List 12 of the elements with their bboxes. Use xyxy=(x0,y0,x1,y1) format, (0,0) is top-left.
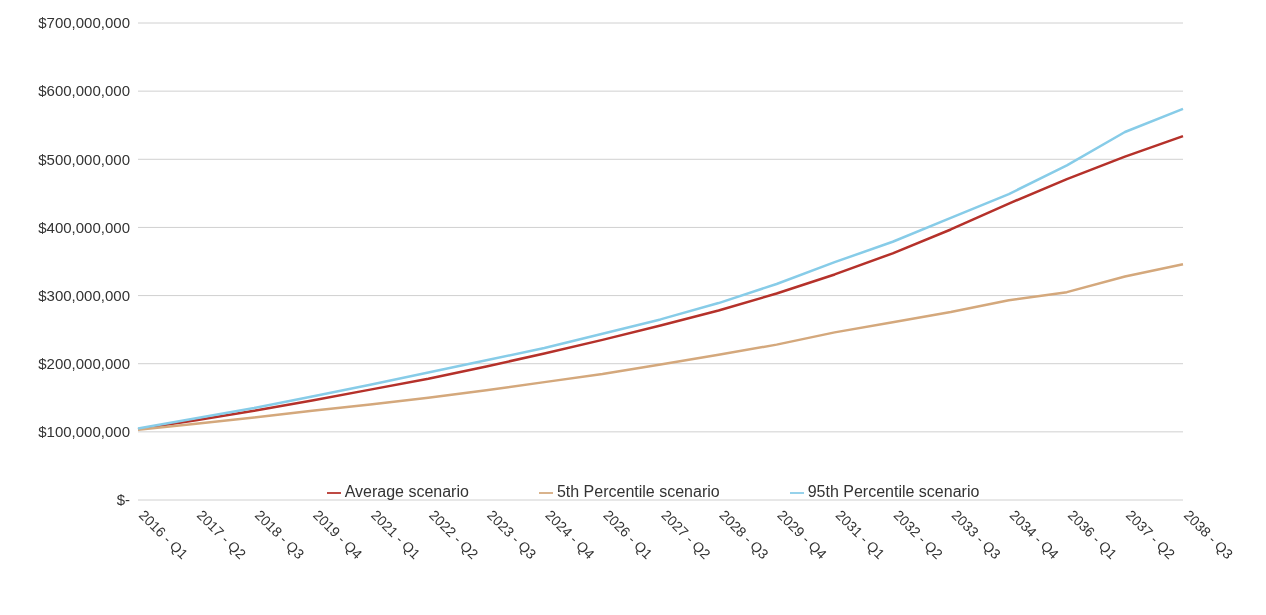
y-tick-label: $300,000,000 xyxy=(38,286,130,304)
y-tick-label: $700,000,000 xyxy=(38,14,130,32)
y-tick-label: $- xyxy=(116,491,130,509)
y-tick-label: $500,000,000 xyxy=(38,150,130,168)
y-tick-label: $100,000,000 xyxy=(38,423,130,441)
legend-label: 5th Percentile scenario xyxy=(556,483,720,500)
legend-label: 95th Percentile scenario xyxy=(807,483,980,500)
y-tick-label: $400,000,000 xyxy=(38,218,130,236)
line-series xyxy=(136,262,1185,432)
y-tick-label: $600,000,000 xyxy=(38,82,130,100)
y-tick-label: $200,000,000 xyxy=(38,355,130,373)
legend-label: Average scenario xyxy=(344,483,469,500)
